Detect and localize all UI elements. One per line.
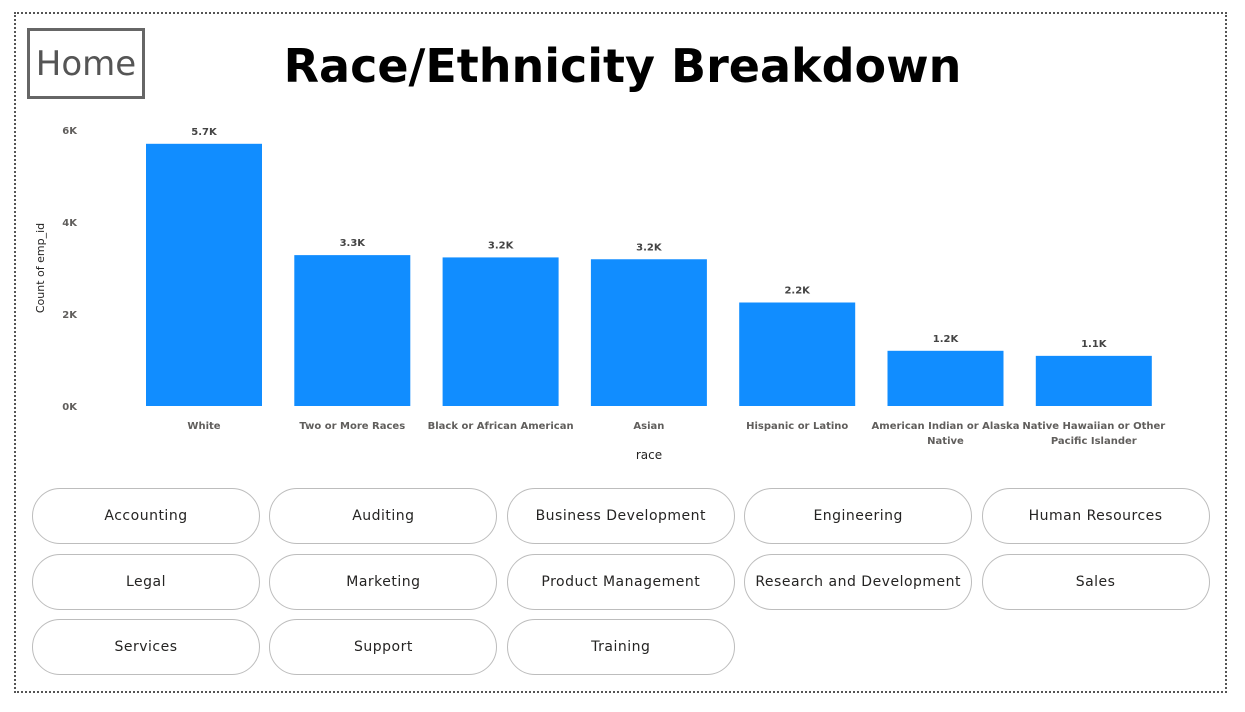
x-tick-label: Black or African American bbox=[428, 421, 574, 432]
x-tick-label: Asian bbox=[633, 421, 664, 432]
data-label: 1.2K bbox=[933, 334, 960, 345]
department-button[interactable]: Engineering bbox=[744, 488, 973, 544]
bar bbox=[887, 350, 1004, 406]
x-tick-label-line: Native bbox=[927, 436, 964, 447]
bar bbox=[1035, 355, 1152, 406]
department-button[interactable]: Legal bbox=[32, 553, 260, 610]
x-tick-label-line: Pacific Islander bbox=[1051, 436, 1137, 447]
y-tick-label: 6K bbox=[62, 126, 78, 137]
data-label: 3.3K bbox=[340, 238, 367, 249]
bar bbox=[590, 259, 707, 406]
department-button[interactable]: Support bbox=[269, 619, 498, 675]
data-label: 1.1K bbox=[1081, 339, 1108, 350]
x-tick-label-line: American Indian or Alaska bbox=[872, 421, 1020, 432]
department-button[interactable]: Sales bbox=[981, 553, 1210, 610]
x-tick-label: White bbox=[187, 421, 220, 432]
home-button[interactable]: Home bbox=[27, 28, 145, 99]
bar bbox=[146, 143, 262, 407]
page-title: Race/Ethnicity Breakdown bbox=[283, 39, 962, 93]
bar bbox=[739, 302, 856, 406]
data-label: 2.2K bbox=[784, 286, 811, 297]
data-label: 3.2K bbox=[636, 242, 663, 253]
x-tick-label-line: Hispanic or Latino bbox=[746, 421, 848, 432]
department-button[interactable]: Product Management bbox=[506, 553, 735, 610]
x-tick-label-line: Two or More Races bbox=[299, 421, 405, 432]
race-bar-chart: 0K 2K 4K 6K Count of emp_id 5.7K White 3.3K Two … bbox=[34, 126, 1165, 462]
x-tick-label-line: White bbox=[187, 421, 220, 432]
bar bbox=[442, 257, 559, 406]
data-label: 5.7K bbox=[191, 127, 218, 138]
x-tick-label: Native Hawaiian or Other Pacific Islander bbox=[1022, 421, 1165, 447]
bar bbox=[294, 255, 411, 406]
department-slicer: Accounting Auditing Business Development En… bbox=[32, 488, 1212, 678]
data-label: 3.2K bbox=[488, 240, 515, 251]
department-button[interactable]: Auditing bbox=[269, 488, 498, 544]
department-button[interactable]: Research and Development bbox=[744, 553, 973, 610]
y-axis-title: Count of emp_id bbox=[34, 223, 47, 313]
x-axis-title: race bbox=[636, 448, 662, 462]
department-button[interactable]: Training bbox=[506, 619, 735, 675]
x-tick-label-line: Asian bbox=[633, 421, 664, 432]
department-button[interactable]: Marketing bbox=[269, 553, 498, 610]
y-tick-label: 0K bbox=[62, 402, 78, 413]
y-tick-label: 4K bbox=[62, 218, 78, 229]
x-tick-label: Two or More Races bbox=[299, 421, 405, 432]
x-tick-label-line: Native Hawaiian or Other bbox=[1022, 421, 1165, 432]
y-tick-label: 2K bbox=[62, 310, 78, 321]
report-canvas-border bbox=[14, 12, 1227, 693]
department-button[interactable]: Accounting bbox=[32, 488, 260, 544]
x-tick-label: American Indian or Alaska Native bbox=[872, 421, 1020, 447]
department-button[interactable]: Human Resources bbox=[981, 488, 1210, 544]
x-tick-label: Hispanic or Latino bbox=[746, 421, 848, 432]
x-tick-label-line: Black or African American bbox=[428, 421, 574, 432]
department-button[interactable]: Business Development bbox=[506, 488, 735, 544]
department-button[interactable]: Services bbox=[32, 619, 260, 675]
